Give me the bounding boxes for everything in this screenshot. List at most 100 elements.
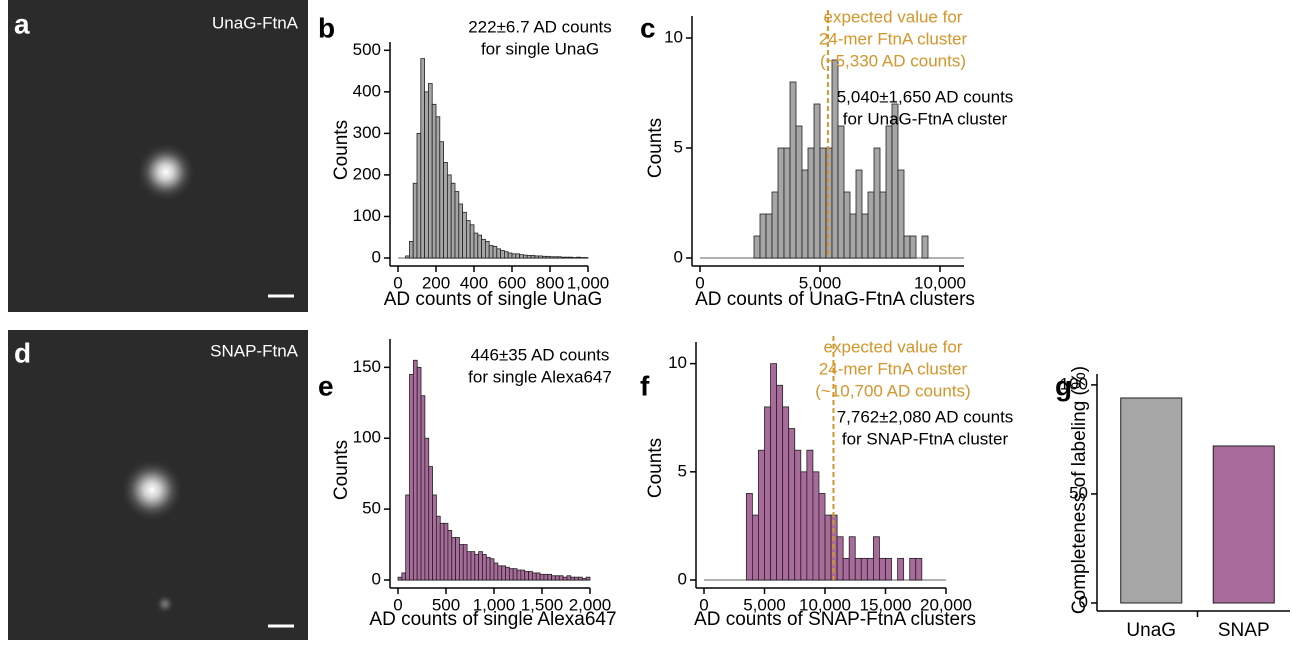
histogram-bar xyxy=(582,579,586,580)
y-tick-label: 50 xyxy=(1069,483,1088,502)
histogram-bar xyxy=(814,104,820,258)
bar xyxy=(1121,398,1182,603)
histogram-bar xyxy=(898,558,904,580)
y-tick-label: 10 xyxy=(664,27,683,46)
histogram-bar xyxy=(536,573,540,580)
histogram-bar xyxy=(820,148,826,258)
histogram-bar xyxy=(873,537,879,580)
histogram-bar xyxy=(778,148,784,258)
histogram-bar xyxy=(520,255,524,258)
x-tick-label: 15,000 xyxy=(860,595,912,614)
histogram-bar xyxy=(433,495,437,580)
panel-letter: c xyxy=(640,12,656,43)
x-tick-label: 1,500 xyxy=(521,595,564,614)
histogram-bar xyxy=(586,577,590,580)
expected-annotation: 24-mer FtnA cluster xyxy=(819,29,968,48)
histogram-bar xyxy=(789,429,795,580)
histogram-bar xyxy=(813,472,819,580)
histogram-bar xyxy=(410,374,414,580)
histogram-bar xyxy=(766,214,772,258)
histogram-bar xyxy=(417,133,421,258)
x-tick-label: 5,000 xyxy=(743,595,786,614)
x-tick-label: UnaG xyxy=(1126,620,1176,641)
panel-letter: e xyxy=(318,370,334,401)
histogram-bar xyxy=(565,257,569,258)
bar xyxy=(1213,446,1274,603)
histogram-bar xyxy=(555,576,559,580)
histogram-bar xyxy=(527,256,531,258)
histogram-bar xyxy=(497,249,501,258)
histogram-bar xyxy=(459,545,463,580)
y-tick-label: 150 xyxy=(353,357,381,376)
histogram-bar xyxy=(825,515,831,580)
histogram-bar xyxy=(525,571,529,580)
histogram-bar xyxy=(571,577,575,580)
histogram-bar xyxy=(868,192,874,258)
histogram-bar xyxy=(910,236,916,258)
histogram-bar xyxy=(886,126,892,258)
histogram-bar xyxy=(879,558,885,580)
histogram-bar xyxy=(843,558,849,580)
histogram-bar xyxy=(529,571,533,580)
histogram-bar xyxy=(849,537,855,580)
x-tick-label: 2,000 xyxy=(569,595,612,614)
y-tick-label: 50 xyxy=(362,499,381,518)
histogram-bar xyxy=(516,254,520,258)
annotation: for single UnaG xyxy=(481,39,599,58)
panel-letter: b xyxy=(318,12,335,43)
histogram-bar xyxy=(508,253,512,258)
image-a: a UnaG-FtnA xyxy=(8,0,308,312)
histogram-bar xyxy=(406,256,410,258)
histogram-bar xyxy=(513,569,517,580)
panel-letter: a xyxy=(14,8,30,39)
histogram-bar xyxy=(807,450,813,580)
histogram-bar xyxy=(575,577,579,580)
annotation: for single Alexa647 xyxy=(468,367,612,386)
histogram-bar xyxy=(436,516,440,580)
histogram-bar xyxy=(795,450,801,580)
histogram-bar xyxy=(838,126,844,258)
histogram-bar xyxy=(506,567,510,580)
panel-letter: d xyxy=(14,337,31,368)
histogram-bar xyxy=(922,236,928,258)
histogram-bar xyxy=(532,573,536,580)
histogram-bar xyxy=(444,162,448,258)
histogram-bar xyxy=(486,557,490,580)
histogram-bar xyxy=(425,92,429,258)
expected-annotation: (~10,700 AD counts) xyxy=(815,381,970,400)
histogram-bar xyxy=(459,204,463,258)
histogram-bar xyxy=(867,558,873,580)
expected-annotation: expected value for xyxy=(824,7,963,26)
histogram-bar xyxy=(752,515,758,580)
image-d: d SNAP-FtnA xyxy=(8,330,308,640)
expected-annotation: 24-mer FtnA cluster xyxy=(819,359,968,378)
histogram-bar xyxy=(425,438,429,580)
annotation: for UnaG-FtnA cluster xyxy=(843,109,1008,128)
y-tick-label: 0 xyxy=(674,247,683,266)
histogram-bar xyxy=(855,558,861,580)
histogram-bar xyxy=(521,570,525,580)
histogram-bar xyxy=(548,574,552,580)
y-tick-label: 0 xyxy=(678,569,687,588)
histogram-bar xyxy=(862,214,868,258)
x-tick-label: 600 xyxy=(498,273,526,292)
expected-annotation: expected value for xyxy=(824,337,963,356)
x-tick-label: 800 xyxy=(536,273,564,292)
x-tick-label: 200 xyxy=(422,273,450,292)
histogram-bar xyxy=(819,493,825,580)
histogram-bar xyxy=(916,558,922,580)
histogram-bar xyxy=(790,82,796,258)
histogram-bar xyxy=(432,104,436,258)
y-tick-label: 100 xyxy=(1060,374,1088,393)
histogram-bar xyxy=(463,545,467,580)
histogram-bar xyxy=(475,554,479,580)
histogram-bar xyxy=(540,574,544,580)
histogram-bar xyxy=(783,407,789,580)
histogram-bar xyxy=(535,256,539,258)
histogram-bar xyxy=(428,84,432,258)
y-tick-label: 0 xyxy=(372,569,381,588)
histogram-bar xyxy=(784,148,790,258)
histogram-bar xyxy=(552,576,556,580)
y-tick-label: 300 xyxy=(353,123,381,142)
histogram-bar xyxy=(861,558,867,580)
